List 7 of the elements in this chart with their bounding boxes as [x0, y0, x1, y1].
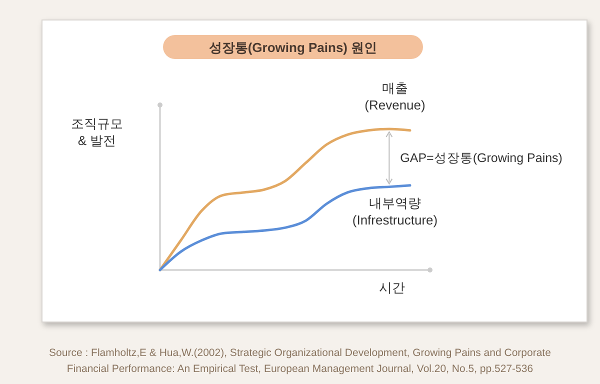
annotation: GAP=성장통(Growing Pains)	[400, 150, 562, 165]
chart-title: 성장통(Growing Pains) 원인	[208, 40, 378, 55]
series-label: 내부역량 (Infrestructure)	[352, 195, 438, 228]
y-axis-title: 조직규모 & 발전	[71, 116, 123, 148]
source-note: Source : Flamholtz,E & Hua,W.(2002), Strategic Organizational Development, Growing Pains and Corporate Financial Performance: An Empirical Test, European Management Journal, Vol.20, No.5, pp.527-536	[49, 347, 552, 375]
series-label: 매출 (Revenue)	[364, 80, 426, 112]
x-axis-title: 시간	[379, 280, 405, 295]
